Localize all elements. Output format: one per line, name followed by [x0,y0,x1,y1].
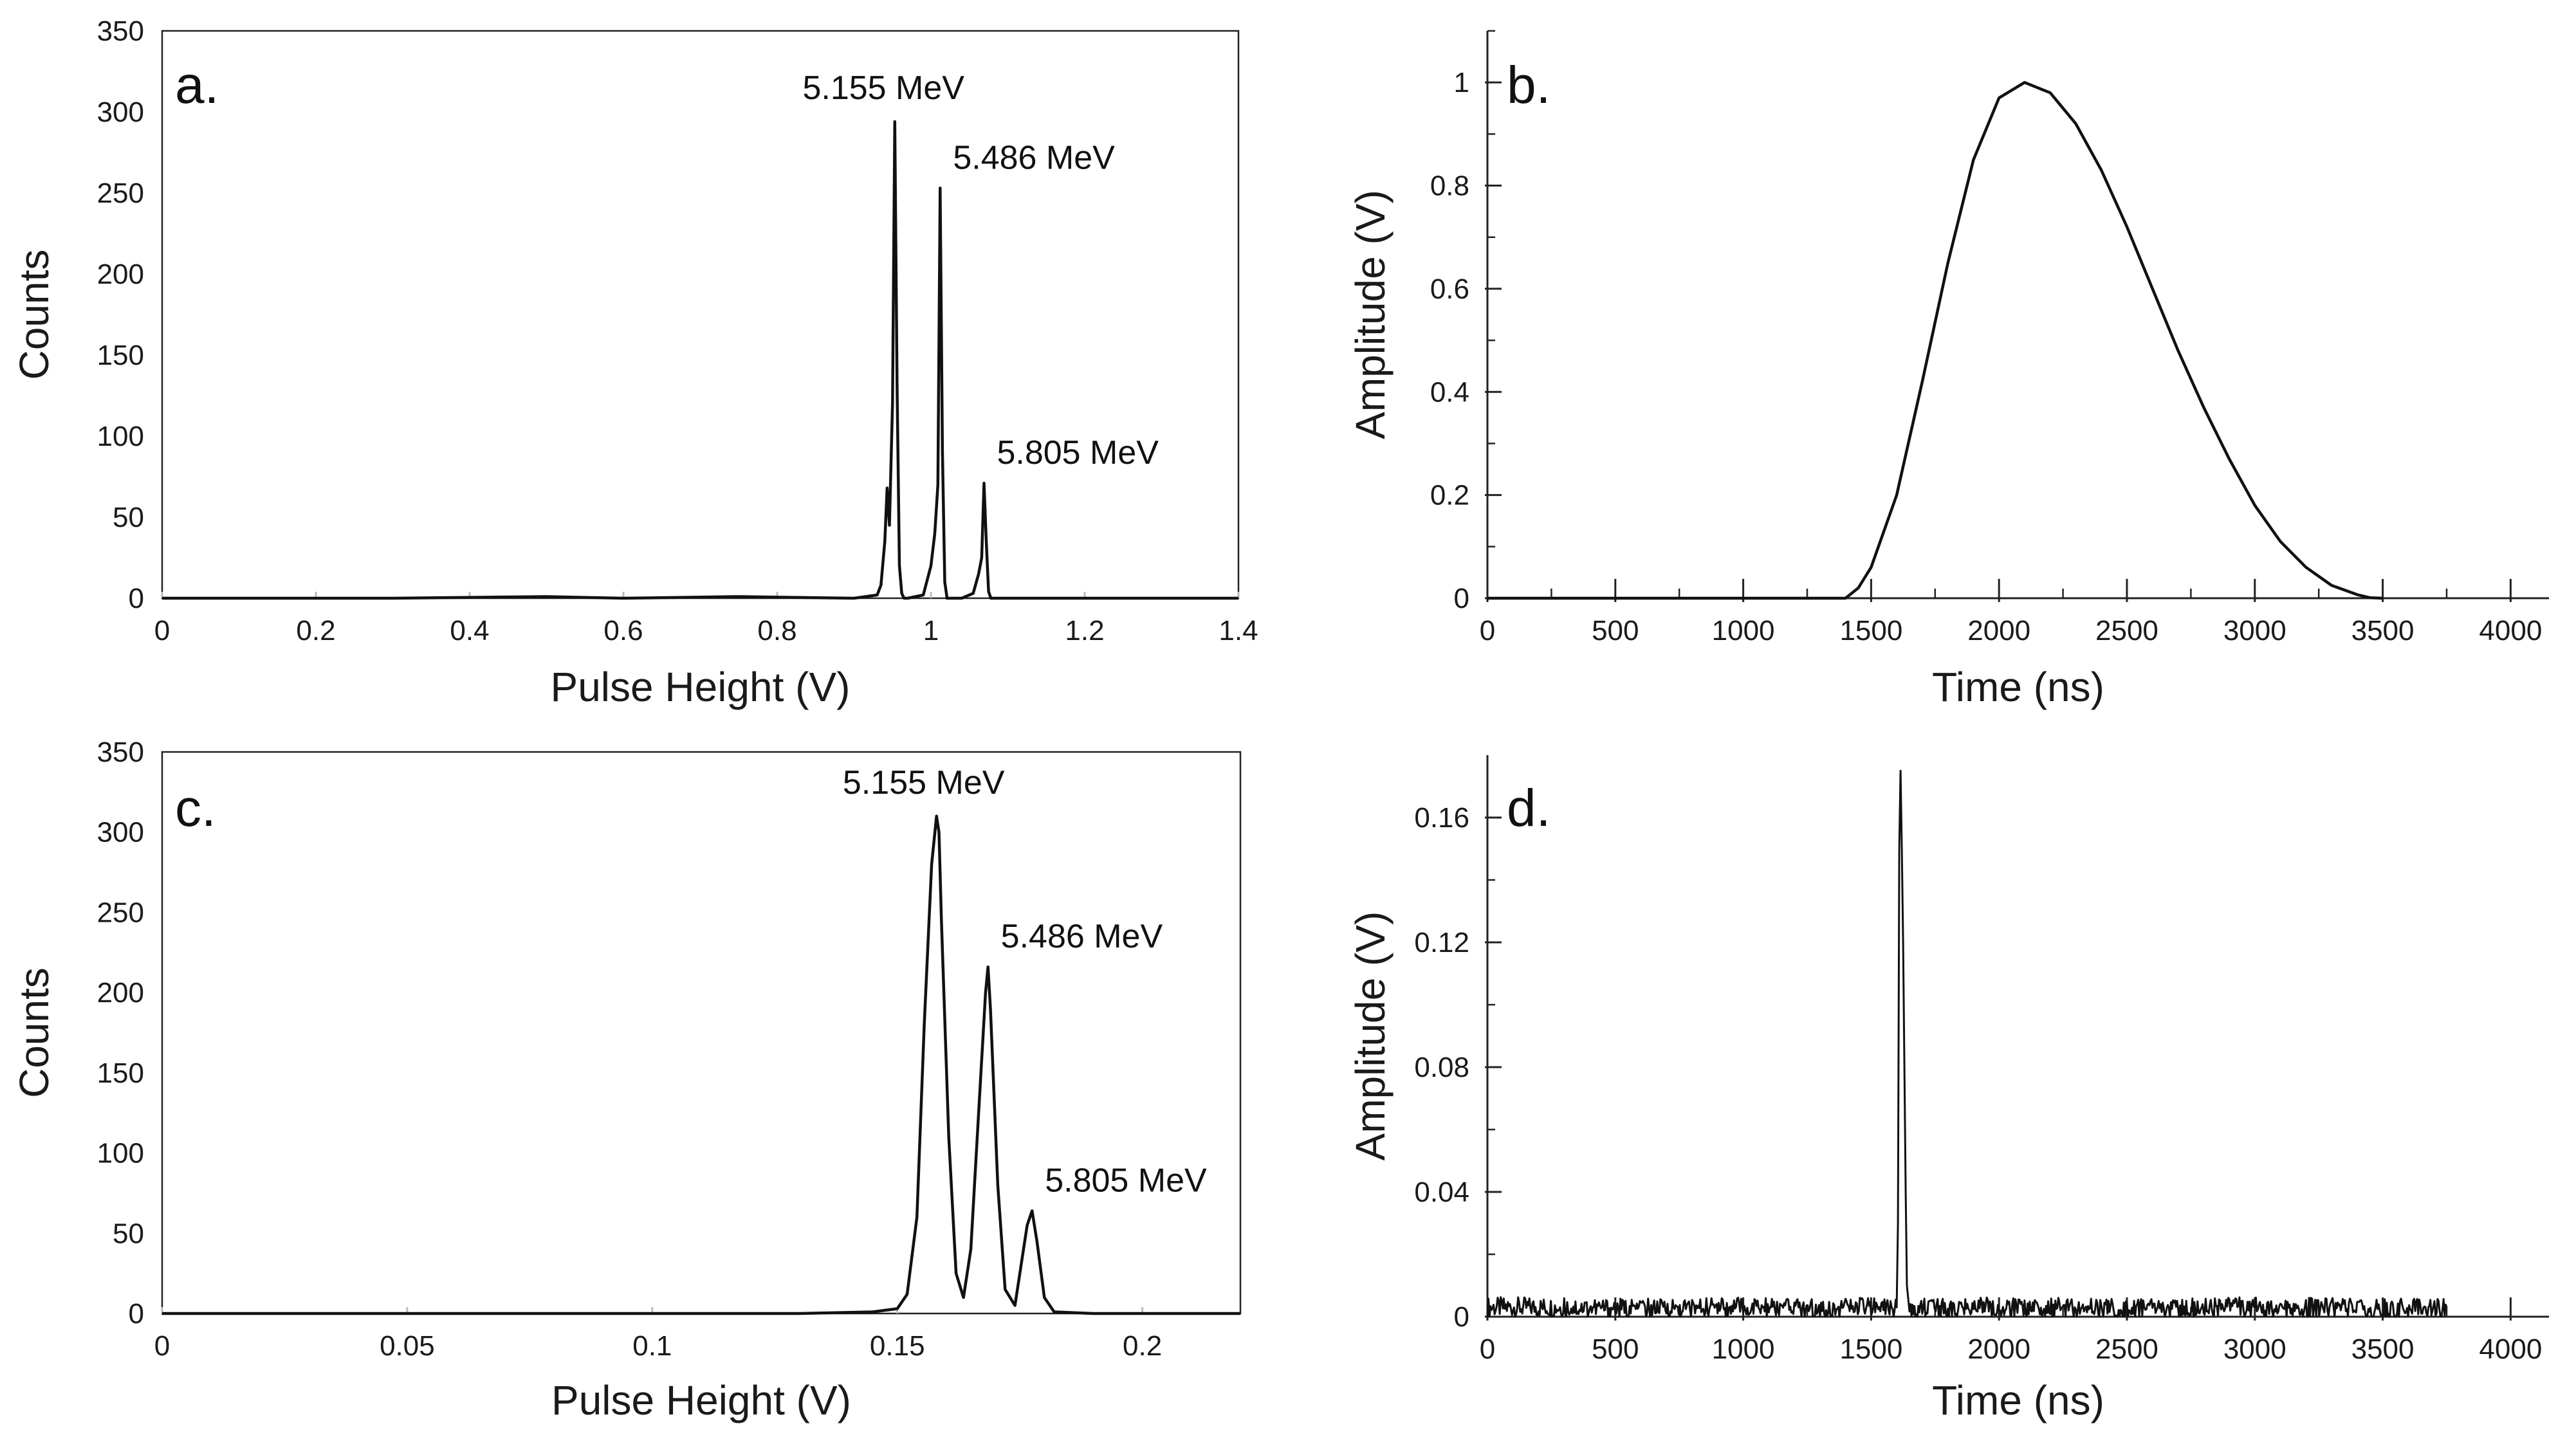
y-tick-label: 0.8 [1430,170,1469,202]
y-tick-label: 50 [113,502,144,533]
y-tick-label: 0.16 [1414,802,1469,834]
x-tick-label: 0 [1480,615,1495,646]
x-tick-label: 1.2 [1065,615,1104,646]
x-tick-label: 2000 [1967,1333,2030,1365]
peak-label: 5.155 MeV [802,69,964,107]
x-tick-label: 0.2 [1123,1330,1162,1362]
x-tick-label: 0 [1480,1333,1495,1365]
y-tick-label: 0.08 [1414,1052,1469,1083]
x-tick-label: 1500 [1839,1333,1902,1365]
peak-label: 5.155 MeV [843,764,1005,801]
series-line-c-0 [162,814,1240,1315]
panel-c: 0 0.05 0.1 0.15 0.2 0 50 100 150 200 250 300 350 5.15… [0,723,1288,1446]
y-tick-label: 200 [97,977,144,1009]
x-tick-label: 0.15 [870,1330,925,1362]
x-tick-label: 0 [154,615,170,646]
chart-d: 0 500 1000 1500 2000 2500 3000 3500 4000 0 0.04 0.0… [1347,755,2549,1423]
x-tick-label: 1000 [1712,615,1775,646]
y-tick-label: 0.4 [1430,376,1469,408]
y-tick-label: 150 [97,1057,144,1089]
y-tick-label: 100 [97,421,144,452]
x-tick-label: 2000 [1967,615,2030,646]
panel-label: d. [1507,779,1550,837]
peak-label: 5.486 MeV [953,139,1115,176]
y-tick-label: 250 [97,178,144,209]
x-tick-label: 0.05 [380,1330,435,1362]
x-tick-label: 1 [923,615,939,646]
y-tick-label: 300 [97,817,144,848]
y-tick-label: 0.04 [1414,1176,1469,1208]
panel-d: 0 500 1000 1500 2000 2500 3000 3500 4000 0 0.04 0.0… [1288,723,2576,1446]
x-tick-label: 2500 [2095,1333,2158,1365]
x-axis-title: Time (ns) [1932,1377,2104,1423]
y-tick-label: 350 [97,15,144,47]
x-axis-title: Pulse Height (V) [551,664,851,710]
y-tick-label: 1 [1454,67,1469,98]
y-axis-title: Counts [11,967,57,1098]
y-axis-title: Amplitude (V) [1347,911,1394,1161]
x-tick-label: 1500 [1839,615,1902,646]
y-tick-label: 150 [97,340,144,371]
x-tick-label: 1.4 [1219,615,1258,646]
x-tick-label: 2500 [2095,615,2158,646]
x-tick-label: 500 [1592,1333,1639,1365]
y-tick-label: 100 [97,1138,144,1169]
y-tick-label: 0.12 [1414,927,1469,958]
plot-frame [161,30,1240,599]
y-tick-label: 0 [129,1298,144,1330]
panel-b: 0 500 1000 1500 2000 2500 3000 3500 4000 0 0.2 0.4 0… [1288,0,2576,723]
panel-label: b. [1507,56,1550,114]
panel-a: 0 0.2 0.4 0.6 0.8 1 1.2 1.4 0 50 100 150 200 250 300 35… [0,0,1288,723]
x-axis-title: Time (ns) [1932,664,2104,710]
peak-label: 5.486 MeV [1001,918,1163,955]
series-line-a-0 [162,120,1238,600]
x-tick-label: 3500 [2351,615,2415,646]
chart-a: 0 0.2 0.4 0.6 0.8 1 1.2 1.4 0 50 100 150 200 250 300 35… [11,15,1258,710]
y-tick-label: 250 [97,897,144,928]
peak-label: 5.805 MeV [997,434,1159,471]
series-line-d-0 [1486,769,2448,1318]
series-line-b-0 [1487,80,2383,600]
x-axis-title: Pulse Height (V) [551,1377,851,1423]
y-tick-label: 50 [113,1218,144,1249]
panel-label: a. [175,56,219,114]
x-tick-label: 0.4 [450,615,489,646]
y-tick-label: 0 [129,583,144,614]
x-tick-label: 3500 [2351,1333,2415,1365]
y-tick-label: 350 [97,737,144,768]
y-tick-label: 0.2 [1430,480,1469,511]
plot-frame [161,751,1242,1315]
y-tick-label: 0.6 [1430,273,1469,305]
x-tick-label: 3000 [2223,1333,2286,1365]
x-tick-label: 3000 [2223,615,2286,646]
y-tick-label: 0 [1454,583,1469,614]
y-tick-label: 300 [97,96,144,128]
x-tick-label: 0.8 [757,615,796,646]
x-tick-label: 0.1 [632,1330,672,1362]
x-tick-label: 500 [1592,615,1639,646]
y-tick-label: 200 [97,259,144,290]
x-tick-label: 1000 [1712,1333,1775,1365]
x-tick-label: 0 [154,1330,170,1362]
x-tick-label: 0.6 [603,615,643,646]
x-tick-label: 4000 [2479,1333,2542,1365]
x-tick-label: 0.2 [296,615,335,646]
y-axis-title: Amplitude (V) [1347,190,1394,439]
peak-label: 5.805 MeV [1045,1162,1207,1199]
x-tick-label: 4000 [2479,615,2542,646]
chart-c: 0 0.05 0.1 0.15 0.2 0 50 100 150 200 250 300 350 5.15… [11,737,1242,1423]
y-tick-label: 0 [1454,1301,1469,1333]
panel-label: c. [175,779,216,837]
y-axis-title: Counts [11,250,57,380]
chart-b: 0 500 1000 1500 2000 2500 3000 3500 4000 0 0.2 0.4 0… [1347,30,2549,710]
